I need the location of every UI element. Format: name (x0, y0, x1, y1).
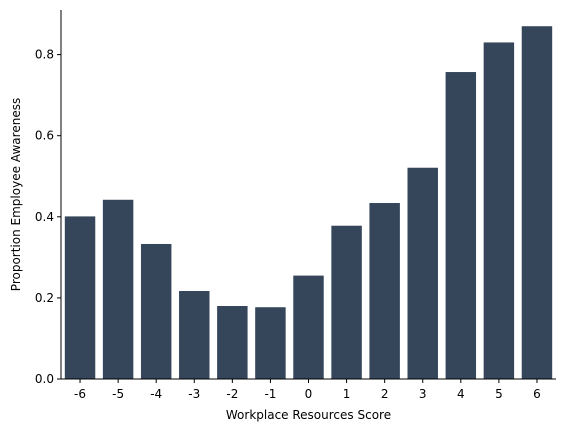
x-tick-label: -1 (264, 387, 276, 401)
y-tick-label: 0.4 (35, 210, 54, 224)
y-tick-label: 0.0 (35, 372, 54, 386)
x-axis-title: Workplace Resources Score (226, 408, 391, 422)
y-tick-label: 0.2 (35, 291, 54, 305)
bar-6 (521, 26, 553, 379)
x-tick-label: -4 (150, 387, 162, 401)
x-tick-label: -5 (112, 387, 124, 401)
y-axis-ticks: 0.0 0.2 0.4 0.6 0.8 (35, 48, 61, 386)
bar-3 (407, 167, 438, 379)
x-tick-label: -3 (188, 387, 200, 401)
x-tick-label: 1 (343, 387, 351, 401)
y-tick-label: 0.6 (35, 129, 54, 143)
bar--6 (64, 216, 96, 379)
x-tick-label: 3 (419, 387, 427, 401)
bar-1 (331, 225, 362, 379)
bar--2 (217, 306, 248, 379)
bar--3 (179, 291, 210, 379)
y-axis-title: Proportion Employee Awareness (9, 98, 23, 291)
x-tick-label: -6 (74, 387, 86, 401)
x-tick-label: 2 (381, 387, 389, 401)
bars-group (64, 26, 553, 379)
x-tick-label: 5 (495, 387, 503, 401)
y-tick-label: 0.8 (35, 48, 54, 62)
x-axis-ticks: -6 -5 -4 -3 -2 -1 0 1 2 3 4 5 6 (74, 379, 541, 401)
bar--4 (140, 243, 172, 379)
bar--1 (255, 307, 286, 379)
bar-5 (483, 42, 515, 379)
bar--5 (102, 199, 134, 379)
x-tick-label: -2 (226, 387, 238, 401)
bar-2 (369, 203, 400, 379)
bar-0 (293, 275, 324, 379)
x-tick-label: 4 (457, 387, 465, 401)
x-tick-label: 6 (533, 387, 541, 401)
x-tick-label: 0 (305, 387, 313, 401)
bar-4 (445, 72, 477, 379)
